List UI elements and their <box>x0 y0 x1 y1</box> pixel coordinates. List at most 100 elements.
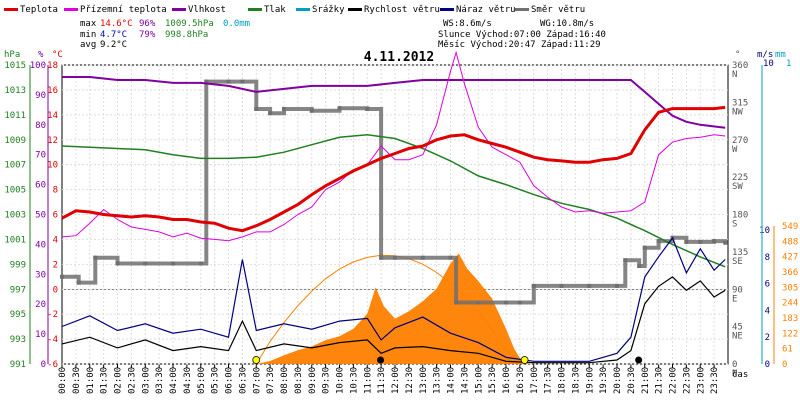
time-tick-label: 00:30 <box>72 367 82 394</box>
legend-label: Teplota <box>20 5 58 15</box>
time-tick-label: 15:30 <box>488 367 498 394</box>
humidity-tick-label: 90 <box>35 91 46 101</box>
direction-tick-label: SE <box>732 257 743 267</box>
left-axis-unit-deg: °C <box>52 50 63 60</box>
time-tick-label: 16:30 <box>516 367 526 394</box>
pressure-tick-label: 1013 <box>4 86 26 96</box>
time-tick-label: 00:00 <box>58 367 68 394</box>
time-tick-label: 14:00 <box>447 367 457 394</box>
pressure-tick-label: 1005 <box>4 186 26 196</box>
time-tick-label: 21:30 <box>655 367 665 394</box>
direction-tick-label: E <box>732 294 737 304</box>
legend-swatch <box>4 8 18 11</box>
wind-tick-label: 8 <box>765 253 770 263</box>
temp-tick-label: 10 <box>47 161 58 171</box>
time-tick-label: 22:30 <box>682 367 692 394</box>
stats-avg-label: avg <box>80 40 96 50</box>
temp-tick-label: 12 <box>47 136 58 146</box>
direction-tick-label: 180 <box>732 211 748 221</box>
time-tick-label: 15:00 <box>474 367 484 394</box>
temp-tick-label: 6 <box>53 211 58 221</box>
left-axis-unit-pct: % <box>38 50 44 60</box>
legend-swatch <box>64 8 78 11</box>
time-tick-label: 18:30 <box>571 367 581 394</box>
time-tick-label: 05:00 <box>197 367 207 394</box>
time-tick-label: 23:30 <box>710 367 720 394</box>
stats-wind-speed: WS:8.6m/s <box>443 19 492 29</box>
time-tick-label: 01:30 <box>100 367 110 394</box>
stats-moon: Měsíc Východ:20:47 Západ:11:29 <box>438 40 601 50</box>
pressure-tick-label: 997 <box>10 285 26 295</box>
humidity-tick-label: 50 <box>35 211 46 221</box>
direction-tick-label: NW <box>732 107 743 117</box>
wind-speed-line <box>61 276 726 364</box>
legend-swatch <box>172 8 186 11</box>
legend-label: Rychlost větru <box>364 5 440 15</box>
wind-direction-point <box>723 240 728 245</box>
direction-tick-label: SW <box>732 182 743 192</box>
ground-temperature-line <box>61 50 726 242</box>
legend-label: Směr větru <box>531 5 585 15</box>
wind-tick-label: 4 <box>765 306 770 316</box>
solar-radiation-area <box>62 253 726 364</box>
pressure-tick-label: 1011 <box>4 111 26 121</box>
stats-block: max 14.6°C 96% 1009.5hPa 0.0mm min 4.7°C… <box>80 19 606 50</box>
wind-gust-line <box>61 236 726 362</box>
stats-max-label: max <box>80 19 97 29</box>
direction-tick-label: NE <box>732 332 743 342</box>
direction-tick-label: 135 <box>732 248 748 258</box>
right-axis-unit-ms: m/s <box>757 50 773 60</box>
humidity-tick-label: 40 <box>35 240 46 250</box>
chart-plots <box>60 50 728 365</box>
stats-max-humidity: 96% <box>139 19 156 29</box>
temp-tick-label: -2 <box>47 310 58 320</box>
wind-tick-label: 10 <box>759 226 770 236</box>
pressure-tick-label: 999 <box>10 260 26 270</box>
right-axis-rain-top: 1 <box>786 59 791 69</box>
time-tick-label: 06:00 <box>225 367 235 394</box>
pressure-tick-label: 991 <box>10 360 26 370</box>
pressure-tick-label: 1015 <box>4 61 26 71</box>
direction-tick-label: N <box>732 369 737 379</box>
sunrise-marker <box>252 356 261 364</box>
humidity-tick-label: 30 <box>35 270 46 280</box>
time-tick-label: 21:00 <box>641 367 651 394</box>
time-tick-label: 01:00 <box>86 367 96 394</box>
pressure-tick-label: 993 <box>10 335 26 345</box>
time-tick-label: 22:00 <box>669 367 679 394</box>
time-tick-label: 17:00 <box>530 367 540 394</box>
legend-label: Vlhkost <box>188 5 226 15</box>
time-tick-label: 12:00 <box>391 367 401 394</box>
temp-tick-label: -6 <box>47 360 58 370</box>
legend-swatch <box>348 8 362 11</box>
time-tick-label: 02:30 <box>127 367 137 394</box>
wind-tick-label: 6 <box>765 280 770 290</box>
pressure-tick-label: 995 <box>10 310 26 320</box>
wind-tick-label: 0 <box>765 360 770 370</box>
legend-label: Srážky <box>312 5 345 15</box>
stats-min-temp: 4.7°C <box>100 30 127 40</box>
right-axis-unit-mm: mm <box>775 50 786 60</box>
temp-tick-label: -4 <box>47 335 58 345</box>
moonrise-marker <box>635 356 643 364</box>
stats-min-pressure: 998.8hPa <box>165 30 208 40</box>
stats-min-label: min <box>80 30 96 40</box>
temp-tick-label: 18 <box>47 61 58 71</box>
humidity-tick-label: 80 <box>35 121 46 131</box>
time-tick-label: 03:30 <box>155 367 165 394</box>
time-tick-label: 23:00 <box>696 367 706 394</box>
direction-tick-label: 225 <box>732 173 748 183</box>
time-tick-label: 09:30 <box>322 367 332 394</box>
solar-tick-label: 427 <box>782 253 798 263</box>
time-tick-label: 04:00 <box>169 367 179 394</box>
time-tick-label: 20:00 <box>613 367 623 394</box>
time-tick-label: 04:30 <box>183 367 193 394</box>
time-tick-label: 19:30 <box>599 367 609 394</box>
humidity-tick-label: 10 <box>35 330 46 340</box>
legend-label: Přízemní teplota <box>80 5 167 15</box>
time-tick-label: 11:30 <box>377 367 387 394</box>
stats-max-pressure: 1009.5hPa <box>165 19 214 29</box>
time-tick-label: 09:00 <box>308 367 318 394</box>
